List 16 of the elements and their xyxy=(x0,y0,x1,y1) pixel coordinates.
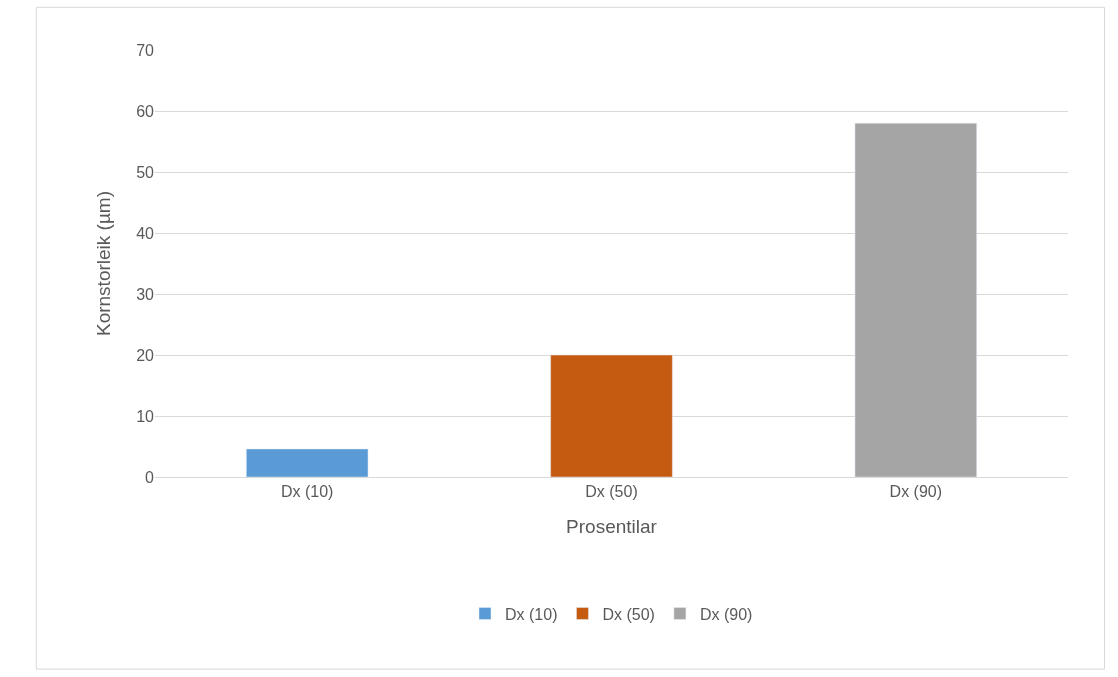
y-tick-label: 40 xyxy=(136,224,155,242)
legend-label: Dx (90) xyxy=(699,605,753,623)
legend-label: Dx (10) xyxy=(505,605,558,623)
y-tick-label: 10 xyxy=(136,407,155,425)
y-tick-label: 20 xyxy=(136,346,155,364)
y-tick-label: 50 xyxy=(136,163,155,181)
y-axis-title: Kornstorleik (µm) xyxy=(93,190,115,337)
y-tick-label: 70 xyxy=(136,41,155,59)
x-axis-title: Prosentilar xyxy=(566,516,658,537)
x-tick-label: Dx (50) xyxy=(585,483,638,501)
x-tick-label: Dx (90) xyxy=(889,483,943,501)
y-tick-label: 0 xyxy=(145,468,155,486)
x-tick-label: Dx (10) xyxy=(280,483,334,501)
legend-label: Dx (50) xyxy=(602,605,655,623)
y-tick-label: 30 xyxy=(136,285,155,303)
y-tick-label: 60 xyxy=(136,102,155,120)
